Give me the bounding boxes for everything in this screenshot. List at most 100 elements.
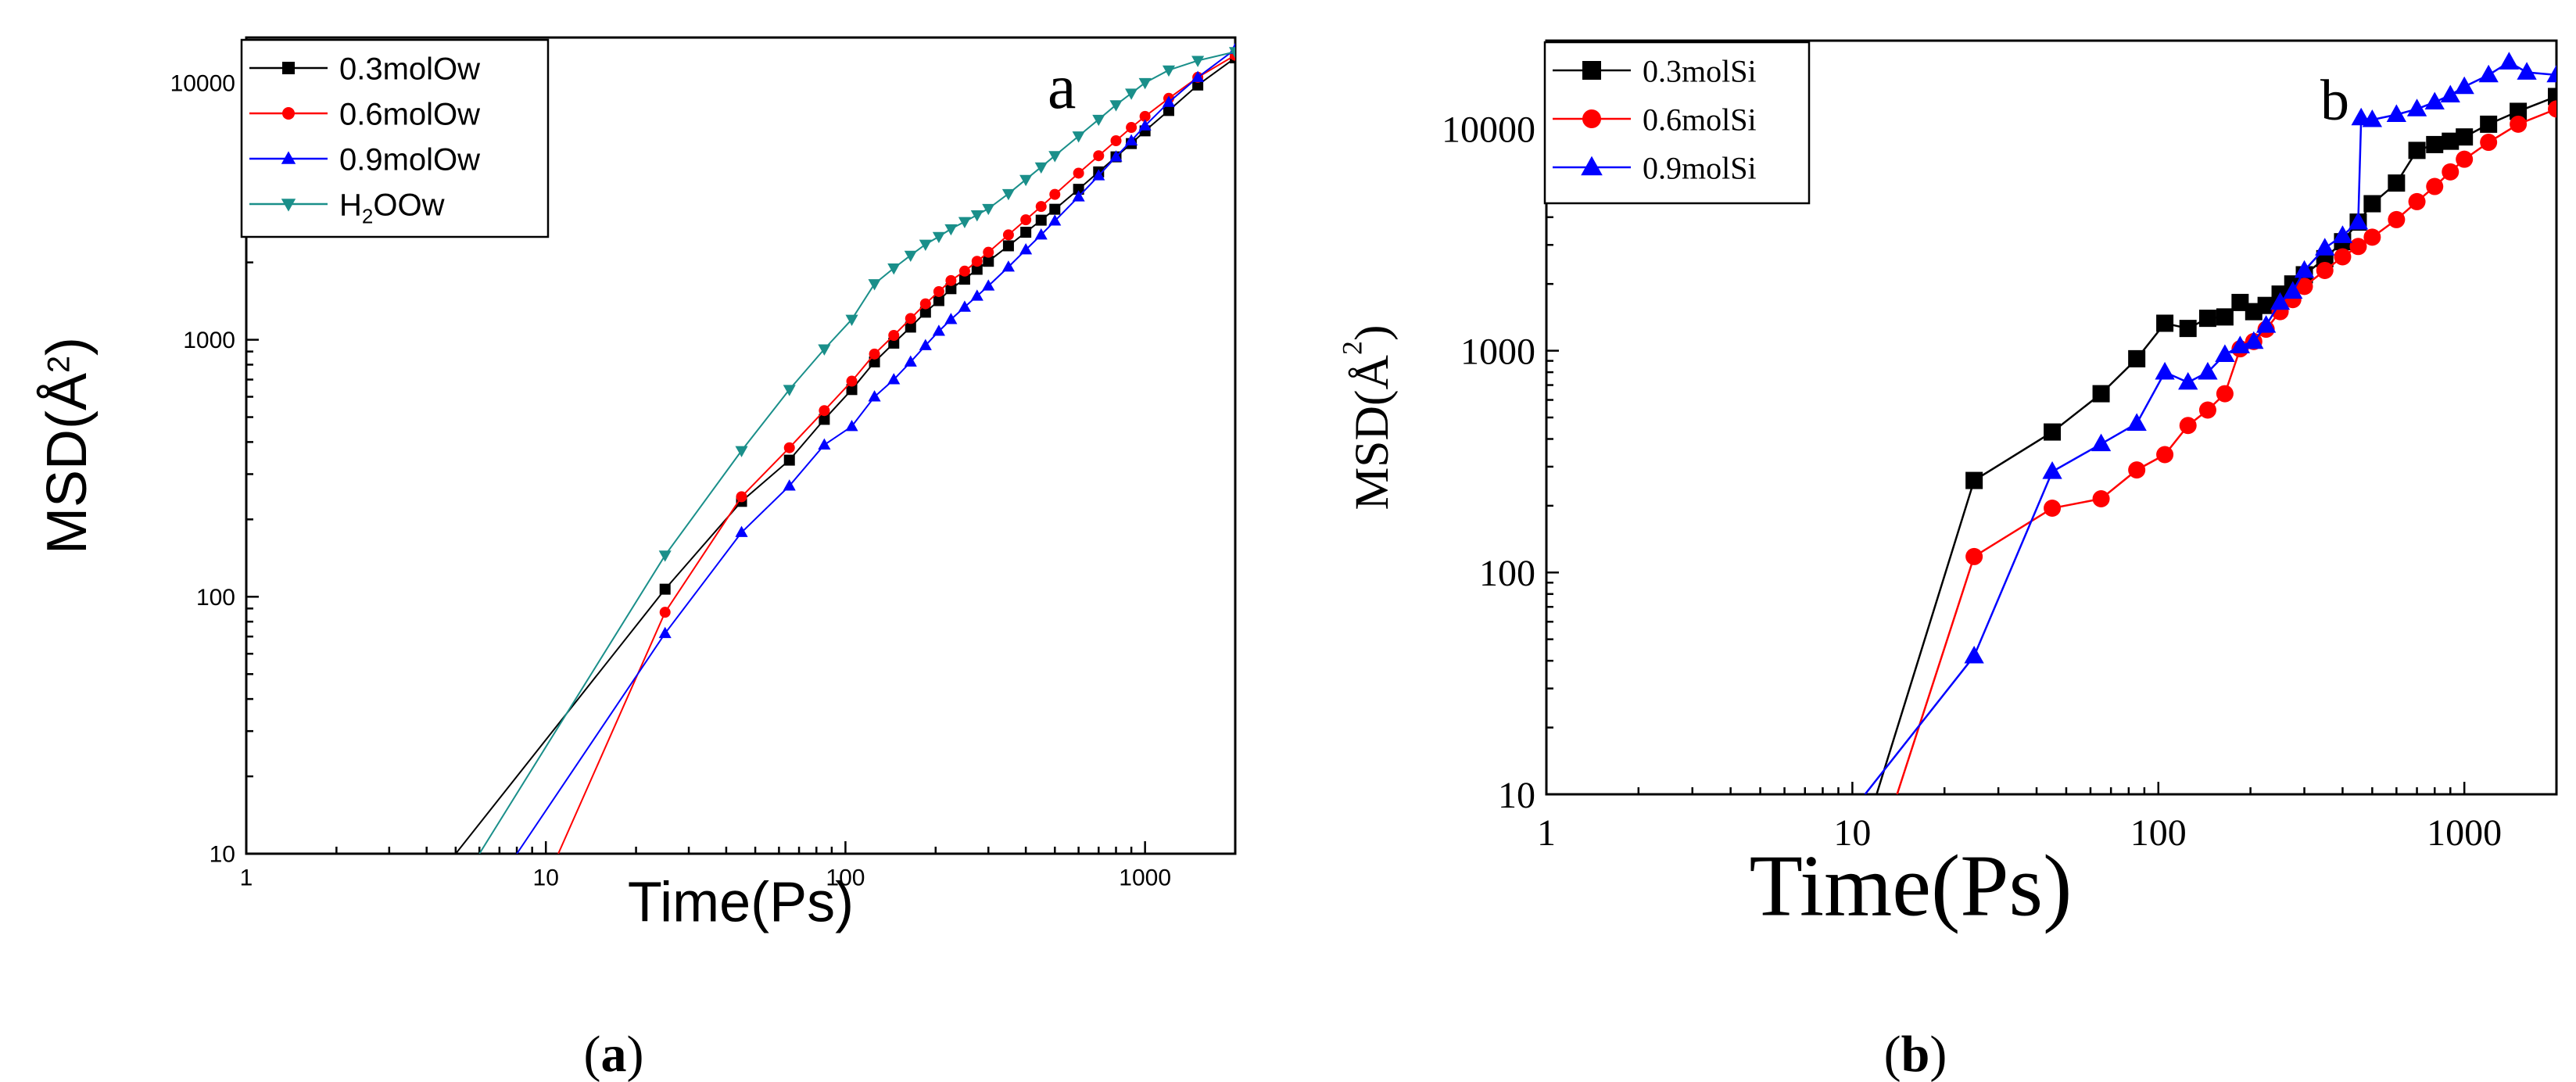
data-point [1072,131,1085,143]
data-point [2128,461,2146,479]
data-point [2294,260,2315,278]
data-point [783,385,796,396]
data-point [2042,461,2062,479]
data-point [2178,371,2198,390]
data-point [2510,102,2528,120]
data-point [944,313,958,324]
series-group [1864,52,2556,794]
data-point [1092,169,1105,181]
legend-label: 0.3molSi [1643,53,1757,88]
data-point [958,265,970,277]
series-line [557,54,1235,854]
data-point [1035,214,1047,226]
data-point [2315,238,2335,256]
legend-swatch-marker [282,62,295,74]
data-point [983,246,994,258]
data-point [2270,292,2291,310]
data-point [970,210,983,222]
data-point [2255,315,2277,333]
x-tick-label: 1 [240,865,253,891]
data-point [888,337,900,349]
data-point [2334,248,2352,266]
data-point [888,329,900,341]
data-point [2480,115,2498,133]
data-point [2456,128,2474,146]
data-point [932,324,945,336]
data-point [2426,135,2444,153]
data-point [846,384,858,396]
data-point [2548,88,2556,106]
data-point [735,446,748,457]
data-point [2179,320,2197,338]
legend-label: 0.9molOw [339,142,480,177]
data-point [1228,47,1235,59]
data-point [982,203,995,216]
data-point [1965,547,1983,565]
data-point [2198,361,2218,380]
legend-swatch-marker [281,151,296,164]
data-point [2198,310,2216,328]
data-point [2044,423,2062,441]
data-point [1092,114,1105,127]
data-point [1163,105,1174,116]
legend-label: 0.9molSi [1643,150,1757,185]
data-point [1020,214,1032,226]
data-point [919,339,932,350]
data-point [2440,84,2460,103]
data-point [2442,163,2460,181]
data-point [2283,281,2303,299]
data-point [1192,79,1204,91]
data-point [919,298,931,310]
data-point [1049,188,1061,200]
y-tick-label: 1000 [183,328,235,353]
series-group [455,42,1235,854]
data-point [869,348,880,360]
x-tick-label: 10 [533,865,559,891]
legend: 0.3molSi 0.6molSi 0.9molSi [1543,41,1811,205]
x-tick-label: 1000 [2427,812,2502,854]
data-point [1020,227,1032,238]
data-point [2126,413,2147,431]
caption-b: (b) [1884,1026,1947,1082]
data-point [2408,192,2426,210]
data-point [659,607,671,618]
x-axis-label: Time(Ps) [628,871,854,933]
data-point [2362,109,2383,127]
data-point [783,454,795,466]
data-point [2295,278,2313,296]
data-point [868,279,881,291]
data-point [2454,76,2474,95]
data-point [1964,645,1984,664]
data-point [1138,119,1152,131]
data-point [904,355,917,367]
chart-a: 1 10 100 100010100100010000Time(Ps)MSD(Å2)a… [36,36,1237,933]
data-point [2408,142,2426,159]
data-point [982,279,995,291]
data-point [1191,56,1205,67]
legend: 0.3molOw 0.6molOw 0.9molOw H2OOw [240,38,550,238]
data-point [818,438,831,450]
data-point [2480,134,2498,152]
series-line [478,51,1235,854]
series-line [455,57,1235,854]
data-point [2388,174,2406,192]
data-point [944,224,958,236]
data-point [2348,211,2369,230]
chart-b: 1 10 100 100010100100010000Time(Ps)MSD(Å2)b… [1336,39,2558,934]
series-line [1876,95,2556,794]
data-point [1019,174,1033,187]
data-point [958,217,971,228]
y-tick-label: 1000 [1460,331,1535,372]
data-point [2388,210,2406,228]
legend-label: 0.6molOw [339,97,480,131]
caption-a: (a) [584,1026,644,1082]
data-point [2092,385,2110,403]
data-point [783,442,795,453]
data-point [1035,201,1047,213]
data-point [1001,260,1015,272]
data-point [1138,77,1152,90]
y-tick-label: 100 [196,585,235,611]
data-point [1002,229,1014,241]
data-point [2216,385,2234,403]
